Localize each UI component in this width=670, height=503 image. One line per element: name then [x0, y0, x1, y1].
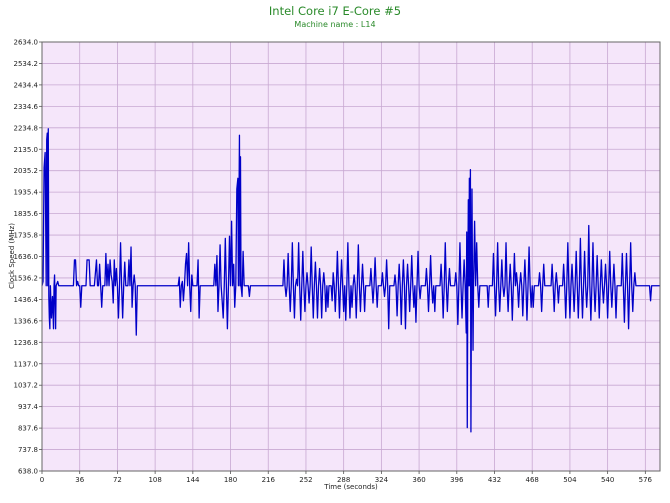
- y-axis: 638.0 737.8 837.6 937.4 1037.2 1137.0 1236.8 13…: [14, 39, 42, 476]
- y-tick-label: 1735.8: [14, 232, 39, 240]
- x-tick-label: 0: [40, 476, 44, 484]
- x-tick-label: 396: [450, 476, 464, 484]
- y-tick-label: 1037.2: [14, 382, 39, 390]
- y-tick-label: 937.4: [18, 403, 39, 411]
- x-tick-label: 576: [639, 476, 653, 484]
- y-tick-label: 737.8: [18, 446, 38, 454]
- y-tick-label: 1336.6: [14, 317, 39, 325]
- x-tick-label: 180: [224, 476, 237, 484]
- y-tick-label: 2035.2: [14, 167, 39, 175]
- x-tick-label: 324: [375, 476, 389, 484]
- chart-title: Intel Core i7 E-Core #5: [268, 4, 402, 18]
- series-line: [41, 128, 660, 433]
- y-tick-label: 1835.6: [14, 210, 39, 218]
- x-tick-label: 540: [601, 476, 614, 484]
- x-tick-label: 144: [186, 476, 200, 484]
- x-tick-label: 216: [262, 476, 276, 484]
- y-tick-label: 2135.0: [14, 146, 39, 154]
- y-tick-label: 1636.0: [14, 253, 39, 261]
- x-tick-label: 36: [75, 476, 84, 484]
- y-axis-title: Clock Speed (MHz): [8, 223, 16, 289]
- y-tick-label: 2234.8: [14, 124, 39, 132]
- series-layer: [41, 128, 660, 433]
- y-tick-label: 2434.4: [14, 81, 39, 89]
- y-tick-label: 1236.8: [14, 339, 39, 347]
- y-tick-label: 638.0: [18, 468, 38, 476]
- y-tick-label: 1137.0: [14, 360, 39, 368]
- x-tick-label: 72: [113, 476, 122, 484]
- x-axis: 0 36 72 108 144 180 216 252 288 324 360 396 432 468 50…: [40, 471, 653, 484]
- y-tick-label: 2334.6: [14, 103, 39, 111]
- x-tick-label: 360: [412, 476, 425, 484]
- x-tick-label: 108: [148, 476, 161, 484]
- x-tick-label: 468: [526, 476, 539, 484]
- x-axis-title: Time (seconds): [323, 483, 378, 491]
- y-tick-label: 1436.4: [14, 296, 39, 304]
- y-tick-label: 2634.0: [14, 39, 39, 47]
- y-tick-label: 2534.2: [14, 60, 39, 68]
- x-tick-label: 432: [488, 476, 501, 484]
- chart-subtitle: Machine name : L14: [294, 20, 376, 29]
- x-tick-label: 288: [337, 476, 350, 484]
- x-tick-label: 504: [563, 476, 577, 484]
- y-tick-label: 1935.4: [14, 189, 39, 197]
- y-tick-label: 1536.2: [14, 274, 39, 282]
- y-tick-label: 837.6: [18, 425, 39, 433]
- x-tick-label: 252: [299, 476, 312, 484]
